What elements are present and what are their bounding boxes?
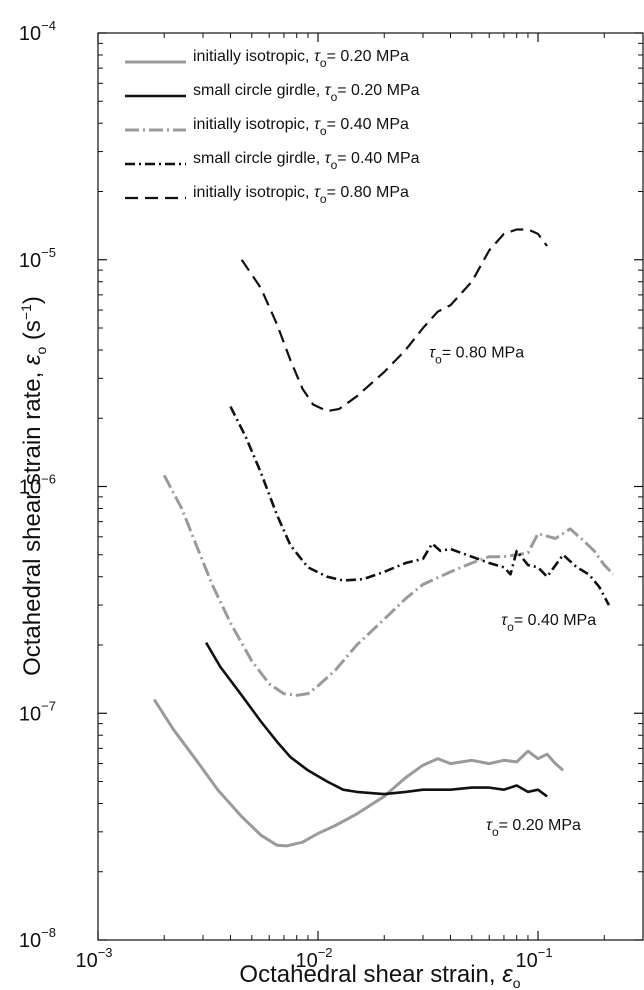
- legend-entry: initially isotropic, τo= 0.80 MPa: [193, 184, 409, 206]
- legend-subscript: o: [331, 90, 338, 104]
- y-tick-label: 10−5: [19, 245, 56, 272]
- legend-value: = 0.80 MPa: [327, 184, 409, 201]
- legend-subscript: o: [320, 56, 327, 70]
- annotation-subscript: o: [492, 825, 499, 839]
- y-tick-base: 10: [19, 930, 41, 952]
- legend-value: = 0.20 MPa: [327, 48, 409, 65]
- y-tick-exponent: −5: [41, 245, 56, 260]
- y-tick-base: 10: [19, 703, 41, 725]
- legend-subscript: o: [320, 192, 327, 206]
- y-tick-exponent: −4: [41, 18, 56, 33]
- x-tick-label: 10−1: [515, 945, 552, 972]
- x-tick-base: 10: [75, 950, 97, 972]
- y-axis-title: Octahedral shear strain rate, εo (s−1): [18, 296, 49, 676]
- y-tick-base: 10: [19, 23, 41, 45]
- y-axis-title-text: Octahedral shear strain rate,: [19, 365, 46, 676]
- series-line-3: [162, 474, 615, 697]
- y-tick-exponent: −8: [41, 925, 56, 940]
- x-axis-title-subscript: o: [513, 975, 521, 990]
- series-line-5: [240, 228, 548, 413]
- legend-prefix: initially isotropic,: [193, 184, 314, 201]
- annotation-label: τo= 0.20 MPa: [486, 817, 581, 839]
- y-tick-exponent: −6: [41, 472, 56, 487]
- legend-entry: small circle girdle, τo= 0.40 MPa: [193, 150, 420, 172]
- legend-entry: initially isotropic, τo= 0.40 MPa: [193, 116, 409, 138]
- legend-symbol: τ: [325, 82, 332, 99]
- annotation-label: τo= 0.40 MPa: [501, 612, 596, 634]
- x-axis-title-text: Octahedral shear strain,: [239, 961, 502, 988]
- y-axis-title-subscript: o: [33, 347, 49, 355]
- y-tick-label: 10−7: [19, 698, 56, 725]
- series-line-4: [229, 406, 611, 606]
- x-tick-base: 10: [295, 950, 317, 972]
- annotation-symbol: τ: [486, 817, 493, 834]
- y-axis-title-unit: (s: [19, 320, 46, 347]
- y-tick-label: 10−6: [19, 472, 56, 499]
- legend-symbol: τ: [314, 184, 321, 201]
- legend-subscript: o: [331, 158, 338, 172]
- annotation-value: = 0.80 MPa: [442, 345, 524, 362]
- y-axis-title-symbol: ε: [19, 354, 46, 365]
- annotation-symbol: τ: [501, 612, 508, 629]
- legend-value: = 0.40 MPa: [327, 116, 409, 133]
- legend-symbol: τ: [314, 116, 321, 133]
- y-tick-base: 10: [19, 250, 41, 272]
- series-line-1: [152, 698, 565, 848]
- legend-symbol: τ: [325, 150, 332, 167]
- x-axis-title-symbol: ε: [502, 961, 513, 988]
- legend-entry: initially isotropic, τo= 0.20 MPa: [193, 48, 409, 70]
- y-tick-label: 10−8: [19, 925, 56, 952]
- x-tick-exponent: −3: [98, 945, 113, 960]
- legend-prefix: initially isotropic,: [193, 116, 314, 133]
- legend-prefix: small circle girdle,: [193, 150, 325, 167]
- annotation-label: τo= 0.80 MPa: [429, 345, 524, 367]
- y-axis-title-unit-close: ): [19, 296, 46, 304]
- axis-ticks: 10−810−710−610−510−410−3 10−2 10−1: [19, 18, 643, 972]
- x-tick-label: 10−2: [295, 945, 332, 972]
- legend-value: = 0.40 MPa: [337, 150, 419, 167]
- series-line-2: [204, 641, 548, 798]
- legend-symbol: τ: [314, 48, 321, 65]
- y-tick-label: 10−4: [19, 18, 56, 45]
- annotation-subscript: o: [507, 620, 514, 634]
- y-tick-exponent: −7: [41, 698, 56, 713]
- x-tick-base: 10: [515, 950, 537, 972]
- series-lines: [152, 228, 615, 848]
- y-axis-title-unit-exponent: −1: [18, 304, 34, 320]
- x-axis-title: Octahedral shear strain, εo: [239, 961, 520, 990]
- x-tick-label: 10−3: [75, 945, 112, 972]
- annotation-subscript: o: [435, 353, 442, 367]
- legend-entry: small circle girdle, τo= 0.20 MPa: [193, 82, 420, 104]
- legend-subscript: o: [320, 124, 327, 138]
- x-tick-exponent: −1: [538, 945, 553, 960]
- legend-prefix: initially isotropic,: [193, 48, 314, 65]
- annotation-value: = 0.40 MPa: [514, 612, 596, 629]
- annotation-symbol: τ: [429, 345, 436, 362]
- legend-prefix: small circle girdle,: [193, 82, 325, 99]
- x-tick-exponent: −2: [318, 945, 333, 960]
- legend-value: = 0.20 MPa: [337, 82, 419, 99]
- y-tick-base: 10: [19, 477, 41, 499]
- annotation-value: = 0.20 MPa: [499, 817, 581, 834]
